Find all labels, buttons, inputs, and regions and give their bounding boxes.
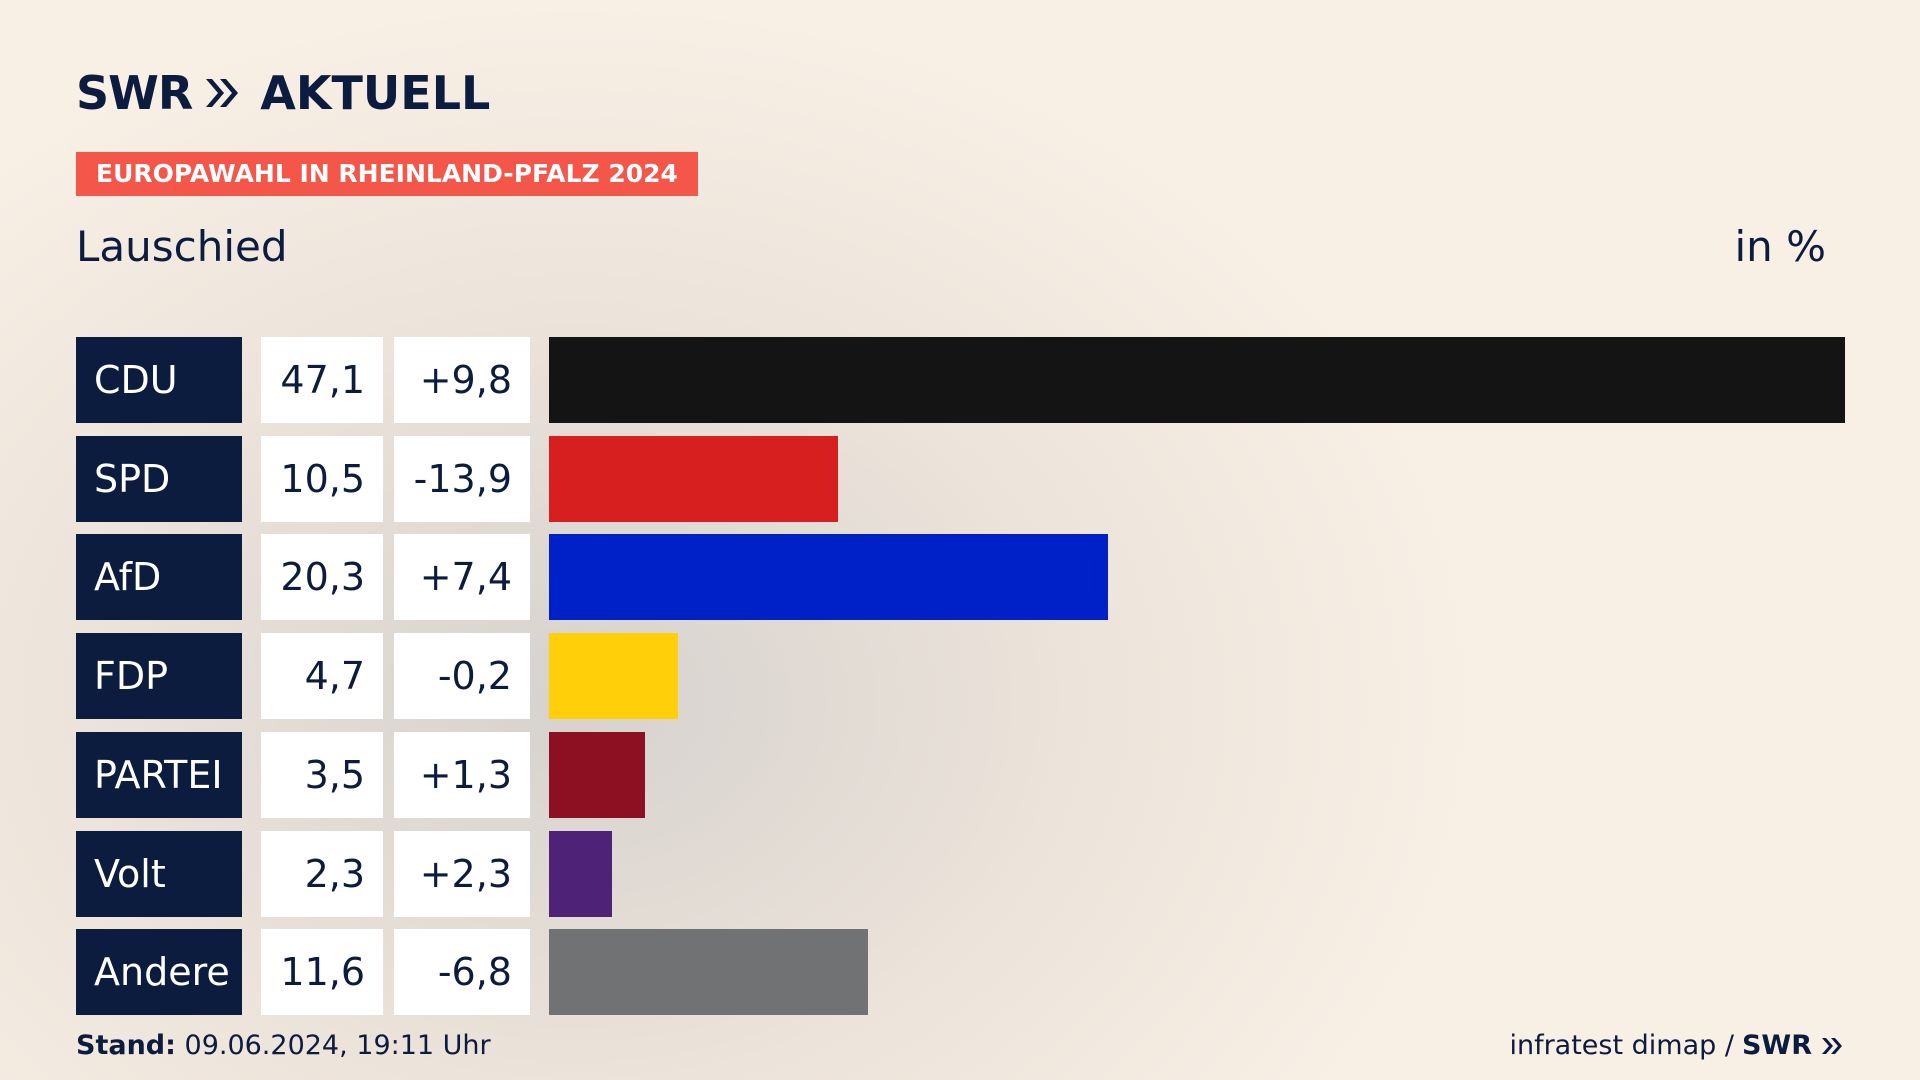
footer-timestamp: Stand: 09.06.2024, 19:11 Uhr (76, 1030, 491, 1061)
share-value: 20,3 (261, 534, 383, 620)
party-label: SPD (76, 436, 242, 522)
bar-andere (549, 929, 868, 1015)
region-title: Lauschied (76, 222, 288, 271)
share-value: 47,1 (261, 337, 383, 423)
unit-label: in % (1734, 222, 1826, 271)
source-text: infratest dimap / (1509, 1030, 1734, 1061)
logo-swr-text: SWR (76, 66, 193, 120)
party-label: AfD (76, 534, 242, 620)
election-tag: EUROPAWAHL IN RHEINLAND-PFALZ 2024 (76, 152, 698, 196)
footer-swr-logo: SWR (1741, 1030, 1812, 1061)
party-label: FDP (76, 633, 242, 719)
diff-value: +9,8 (394, 337, 530, 423)
party-label: PARTEI (76, 732, 242, 818)
double-chevron-icon (206, 79, 239, 107)
double-chevron-icon (1822, 1037, 1842, 1054)
diff-value: -6,8 (394, 929, 530, 1015)
diff-value: -0,2 (394, 633, 530, 719)
bar-fdp (549, 633, 678, 719)
share-value: 10,5 (261, 436, 383, 522)
bar-partei (549, 732, 645, 818)
share-value: 2,3 (261, 831, 383, 917)
share-value: 4,7 (261, 633, 383, 719)
logo-section-text: AKTUELL (260, 66, 491, 120)
bar-volt (549, 831, 612, 917)
stand-label: Stand: (76, 1030, 176, 1061)
bar-afd (549, 534, 1108, 620)
diff-value: +2,3 (394, 831, 530, 917)
footer-source: infratest dimap / SWR (1509, 1030, 1844, 1061)
diff-value: +7,4 (394, 534, 530, 620)
party-label: Andere (76, 929, 242, 1015)
share-value: 3,5 (261, 732, 383, 818)
party-label: CDU (76, 337, 242, 423)
diff-value: +1,3 (394, 732, 530, 818)
bar-cdu (549, 337, 1845, 423)
share-value: 11,6 (261, 929, 383, 1015)
party-label: Volt (76, 831, 242, 917)
swr-aktuell-logo: SWR AKTUELL (76, 66, 490, 120)
diff-value: -13,9 (394, 436, 530, 522)
bar-spd (549, 436, 838, 522)
stand-value: 09.06.2024, 19:11 Uhr (184, 1030, 491, 1061)
